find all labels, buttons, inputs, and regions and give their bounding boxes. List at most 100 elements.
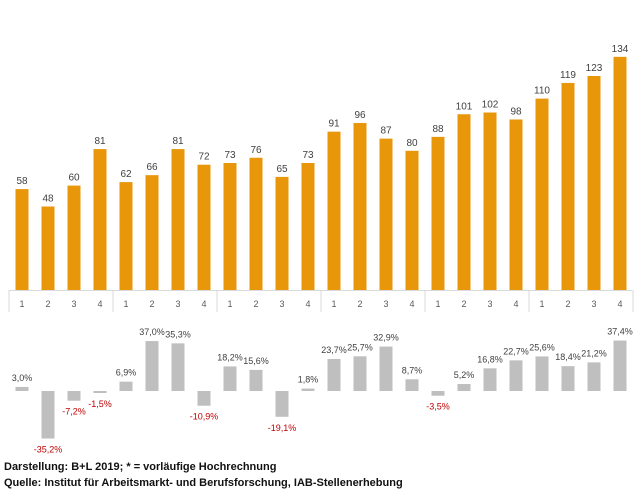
change-bar	[67, 391, 81, 401]
x-tick-label: 4	[201, 299, 206, 309]
change-label: 25,7%	[347, 342, 373, 352]
bar	[327, 131, 341, 290]
x-tick-label: 4	[305, 299, 310, 309]
change-label: 16,8%	[477, 354, 503, 364]
x-tick-label: 1	[227, 299, 232, 309]
change-label: -35,2%	[34, 445, 63, 455]
change-bar	[197, 391, 211, 406]
change-bar	[249, 369, 263, 391]
bar	[275, 176, 289, 290]
x-tick-label: 1	[331, 299, 336, 309]
x-tick-label: 1	[19, 299, 24, 309]
bar-value-label: 48	[42, 193, 54, 204]
change-bar	[223, 366, 237, 391]
change-bar	[561, 366, 575, 391]
change-bar	[483, 368, 497, 391]
bar-value-label: 65	[276, 164, 288, 175]
x-tick-label: 4	[513, 299, 518, 309]
x-tick-label: 2	[253, 299, 258, 309]
change-bar	[145, 341, 159, 391]
x-tick-label: 2	[565, 299, 570, 309]
x-tick-label: 4	[97, 299, 102, 309]
x-tick-label: 3	[591, 299, 596, 309]
bar	[67, 185, 81, 290]
bar-value-label: 134	[612, 44, 629, 55]
change-label: 35,3%	[165, 329, 191, 339]
change-bar	[119, 381, 133, 391]
bar-value-label: 72	[198, 152, 210, 163]
bar-value-label: 91	[328, 119, 340, 130]
change-label: 18,4%	[555, 352, 581, 362]
x-tick-label: 3	[175, 299, 180, 309]
bar	[249, 157, 263, 290]
change-label: -10,9%	[190, 412, 219, 422]
bar	[171, 149, 185, 290]
bar	[483, 112, 497, 291]
bar-value-label: 123	[586, 63, 603, 74]
x-tick-label: 1	[123, 299, 128, 309]
change-label: -1,5%	[88, 399, 112, 409]
change-label: 32,9%	[373, 333, 399, 343]
change-bar	[457, 383, 471, 391]
change-bar	[509, 360, 523, 391]
bar	[15, 189, 29, 290]
x-tick-label: 4	[409, 299, 414, 309]
bar	[405, 150, 419, 290]
bar	[353, 122, 367, 291]
bar-value-label: 76	[250, 145, 262, 156]
bar-value-label: 62	[120, 169, 132, 180]
bar-value-label: 101	[456, 101, 473, 112]
change-label: 23,7%	[321, 345, 347, 355]
x-tick-label: 3	[279, 299, 284, 309]
bar	[223, 162, 237, 290]
x-tick-label: 3	[487, 299, 492, 309]
x-tick-label: 2	[461, 299, 466, 309]
footer-credit: Darstellung: B+L 2019; * = vorläufige Ho…	[4, 461, 277, 473]
x-tick-label: 2	[45, 299, 50, 309]
change-label: 37,4%	[607, 327, 633, 337]
bar-value-label: 119	[560, 70, 576, 81]
change-label: 3,0%	[12, 373, 33, 383]
bar	[535, 98, 549, 290]
change-bar	[613, 340, 627, 391]
change-bar	[353, 356, 367, 391]
change-label: 15,6%	[243, 356, 269, 366]
bar	[41, 206, 55, 290]
bar	[197, 164, 211, 290]
bar	[145, 175, 159, 290]
chart: 58 48 60 81 62 66 81 72 73 76 65 73 91 96 87 80 88 101 102…	[8, 44, 634, 455]
change-bar	[93, 391, 107, 394]
change-bar	[405, 379, 419, 391]
bar	[93, 149, 107, 290]
bar-value-label: 96	[354, 110, 366, 121]
change-bar	[301, 388, 315, 391]
x-tick-label: 1	[539, 299, 544, 309]
x-tick-label: 3	[383, 299, 388, 309]
bar-value-label: 88	[432, 124, 444, 135]
change-label: -3,5%	[426, 402, 450, 412]
change-label: 6,9%	[116, 368, 137, 378]
bar-value-label: 66	[146, 162, 158, 173]
bar	[509, 119, 523, 290]
bar-value-label: 110	[534, 86, 550, 97]
bar-value-label: 73	[224, 150, 236, 161]
bar-value-label: 73	[302, 150, 314, 161]
bar	[119, 182, 133, 290]
bar-value-label: 102	[482, 100, 499, 111]
bar	[587, 75, 601, 290]
bar-value-label: 98	[510, 106, 522, 117]
change-label: 21,2%	[581, 348, 607, 358]
change-label: 18,2%	[217, 352, 243, 362]
change-label: 1,8%	[298, 375, 319, 385]
change-bar	[275, 391, 289, 417]
x-tick-label: 4	[617, 299, 622, 309]
change-label: -19,1%	[268, 423, 297, 433]
bar	[431, 136, 445, 290]
bar-value-label: 60	[68, 173, 80, 184]
footer-source: Quelle: Institut für Arbeitsmarkt- und B…	[4, 477, 403, 489]
bar	[561, 82, 575, 290]
bar-value-label: 81	[94, 136, 106, 147]
x-tick-label: 3	[71, 299, 76, 309]
change-bar	[171, 343, 185, 391]
bar-value-label: 87	[380, 126, 392, 137]
